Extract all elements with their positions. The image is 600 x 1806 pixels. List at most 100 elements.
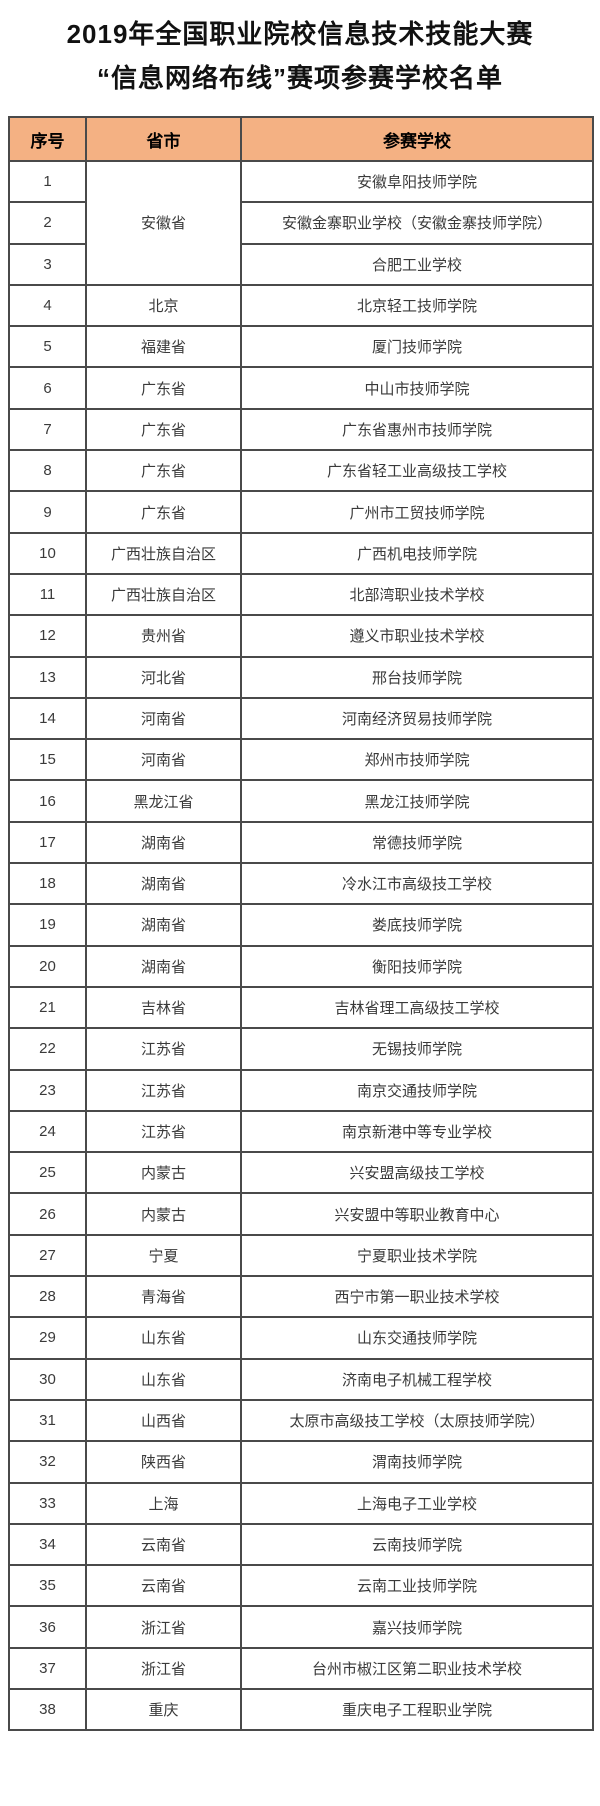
row-number-cell: 35 xyxy=(8,1564,87,1608)
school-cell: 厦门技师学院 xyxy=(240,325,594,369)
province-cell: 河南省 xyxy=(85,696,242,741)
row-number-cell: 26 xyxy=(8,1192,87,1236)
row-number-cell: 17 xyxy=(8,820,87,865)
row-number-cell: 11 xyxy=(8,572,87,617)
row-number-cell: 29 xyxy=(8,1316,87,1360)
school-cell: 邢台技师学院 xyxy=(240,655,594,699)
row-number-cell: 23 xyxy=(8,1068,87,1112)
school-cell: 云南工业技师学院 xyxy=(240,1564,594,1608)
school-cell: 重庆电子工程职业学院 xyxy=(240,1687,594,1732)
page-title: 2019年全国职业院校信息技术技能大赛 “信息网络布线”赛项参赛学校名单 xyxy=(0,0,600,100)
school-cell: 南京交通技师学院 xyxy=(240,1068,594,1112)
province-cell: 云南省 xyxy=(85,1564,242,1608)
page-title-line-1: 2019年全国职业院校信息技术技能大赛 xyxy=(66,19,534,49)
school-cell: 无锡技师学院 xyxy=(240,1027,594,1071)
table-row: 6 广东省 中山市技师学院 xyxy=(8,366,594,410)
province-cell: 贵州省 xyxy=(85,614,242,658)
table-row: 30 山东省 济南电子机械工程学校 xyxy=(8,1357,594,1401)
province-cell: 黑龙江省 xyxy=(85,779,242,823)
school-cell: 北部湾职业技术学校 xyxy=(240,572,594,617)
table-body: 1 安徽省 安徽阜阳技师学院 2 安徽金寨职业学校（安徽金寨技师学院） 3 合肥工业学校 4 北… xyxy=(8,159,594,1732)
row-number-cell: 7 xyxy=(8,407,87,452)
province-cell: 上海 xyxy=(85,1481,242,1525)
school-cell: 吉林省理工高级技工学校 xyxy=(240,985,594,1030)
row-number-cell: 9 xyxy=(8,490,87,534)
school-cell: 西宁市第一职业技术学校 xyxy=(240,1275,594,1319)
table-row: 29 山东省 山东交通技师学院 xyxy=(8,1316,594,1360)
table-row: 32 陕西省 渭南技师学院 xyxy=(8,1440,594,1484)
school-cell: 广西机电技师学院 xyxy=(240,531,594,575)
table-row: 11 广西壮族自治区 北部湾职业技术学校 xyxy=(8,572,594,617)
header-cell-school: 参赛学校 xyxy=(240,116,594,162)
school-cell: 河南经济贸易技师学院 xyxy=(240,696,594,741)
province-cell: 浙江省 xyxy=(85,1605,242,1649)
province-cell: 内蒙古 xyxy=(85,1192,242,1236)
table-row: 18 湖南省 冷水江市高级技工学校 xyxy=(8,862,594,906)
table-row: 9 广东省 广州市工贸技师学院 xyxy=(8,490,594,534)
table-row: 17 湖南省 常德技师学院 xyxy=(8,820,594,865)
province-cell: 广东省 xyxy=(85,490,242,534)
province-cell: 江苏省 xyxy=(85,1109,242,1154)
school-cell: 郑州市技师学院 xyxy=(240,738,594,782)
participating-schools-table: 序号 省市 参赛学校 1 安徽省 安徽阜阳技师学院 2 安徽金寨职业学校（安徽金寨技师学… xyxy=(8,116,594,1732)
table-row: 35 云南省 云南工业技师学院 xyxy=(8,1564,594,1608)
table-row: 38 重庆 重庆电子工程职业学院 xyxy=(8,1687,594,1732)
school-cell: 南京新港中等专业学校 xyxy=(240,1109,594,1154)
province-cell: 广东省 xyxy=(85,407,242,452)
province-cell: 江苏省 xyxy=(85,1068,242,1112)
province-cell: 内蒙古 xyxy=(85,1151,242,1195)
school-cell: 遵义市职业技术学校 xyxy=(240,614,594,658)
province-cell: 江苏省 xyxy=(85,1027,242,1071)
school-cell: 衡阳技师学院 xyxy=(240,944,594,988)
school-cell: 广东省轻工业高级技工学校 xyxy=(240,449,594,493)
table-row: 34 云南省 云南技师学院 xyxy=(8,1522,594,1567)
row-number-cell: 5 xyxy=(8,325,87,369)
province-cell: 云南省 xyxy=(85,1522,242,1567)
province-cell: 山西省 xyxy=(85,1398,242,1443)
province-cell: 重庆 xyxy=(85,1687,242,1732)
province-cell: 陕西省 xyxy=(85,1440,242,1484)
row-number-cell: 28 xyxy=(8,1275,87,1319)
school-cell: 安徽金寨职业学校（安徽金寨技师学院） xyxy=(240,201,594,245)
province-cell: 河南省 xyxy=(85,738,242,782)
province-cell: 湖南省 xyxy=(85,820,242,865)
province-cell: 浙江省 xyxy=(85,1646,242,1690)
table-row: 19 湖南省 娄底技师学院 xyxy=(8,903,594,947)
province-cell: 青海省 xyxy=(85,1275,242,1319)
row-number-cell: 6 xyxy=(8,366,87,410)
row-number-cell: 18 xyxy=(8,862,87,906)
row-number-cell: 2 xyxy=(8,201,87,245)
table-row: 22 江苏省 无锡技师学院 xyxy=(8,1027,594,1071)
row-number-cell: 24 xyxy=(8,1109,87,1154)
row-number-cell: 13 xyxy=(8,655,87,699)
row-number-cell: 8 xyxy=(8,449,87,493)
province-cell: 吉林省 xyxy=(85,985,242,1030)
province-cell: 湖南省 xyxy=(85,903,242,947)
header-cell-province: 省市 xyxy=(85,116,242,162)
row-number-cell: 10 xyxy=(8,531,87,575)
table-row: 25 内蒙古 兴安盟高级技工学校 xyxy=(8,1151,594,1195)
province-cell: 福建省 xyxy=(85,325,242,369)
table-row: 31 山西省 太原市高级技工学校（太原技师学院） xyxy=(8,1398,594,1443)
row-number-cell: 30 xyxy=(8,1357,87,1401)
table-row: 14 河南省 河南经济贸易技师学院 xyxy=(8,696,594,741)
row-number-cell: 22 xyxy=(8,1027,87,1071)
school-cell: 广州市工贸技师学院 xyxy=(240,490,594,534)
table-row: 21 吉林省 吉林省理工高级技工学校 xyxy=(8,985,594,1030)
school-cell: 广东省惠州市技师学院 xyxy=(240,407,594,452)
school-cell: 云南技师学院 xyxy=(240,1522,594,1567)
table-row: 13 河北省 邢台技师学院 xyxy=(8,655,594,699)
table-row: 3 合肥工业学校 xyxy=(8,242,594,286)
row-number-cell: 33 xyxy=(8,1481,87,1525)
school-cell: 合肥工业学校 xyxy=(240,242,594,286)
school-cell: 娄底技师学院 xyxy=(240,903,594,947)
page-title-line-2: “信息网络布线”赛项参赛学校名单 xyxy=(96,63,503,93)
province-cell: 广东省 xyxy=(85,449,242,493)
table-row: 7 广东省 广东省惠州市技师学院 xyxy=(8,407,594,452)
table-row: 36 浙江省 嘉兴技师学院 xyxy=(8,1605,594,1649)
table-row: 5 福建省 厦门技师学院 xyxy=(8,325,594,369)
school-cell: 太原市高级技工学校（太原技师学院） xyxy=(240,1398,594,1443)
province-cell: 湖南省 xyxy=(85,944,242,988)
row-number-cell: 20 xyxy=(8,944,87,988)
row-number-cell: 32 xyxy=(8,1440,87,1484)
